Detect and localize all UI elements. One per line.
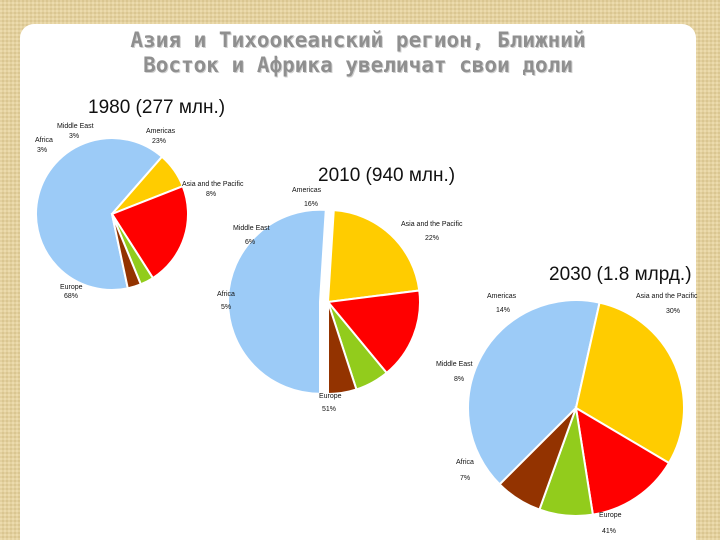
pie-2-value-africa: 5% [221, 304, 231, 311]
pie-2-label-europe: Europe [319, 393, 342, 400]
pie-2-slice-europe [227, 208, 327, 395]
pie-1-value-africa: 3% [37, 147, 47, 154]
pie-2-slice-americas [326, 289, 421, 375]
pie-1-value-middle-east: 3% [69, 133, 79, 140]
pie-3-label-africa: Africa [456, 459, 474, 466]
slide-title-line-2: Восток и Африка увеличат свои доли [143, 53, 573, 77]
pie-3-value-americas: 14% [496, 307, 510, 314]
pie-3-slice-africa [498, 407, 577, 511]
pie-3-slice-europe [466, 299, 601, 486]
pie-3-label-asia-and-the-pacific: Asia and the Pacific [636, 293, 698, 300]
pie-chart-2-title: 2010 (940 млн.) [318, 165, 455, 186]
pie-2-slice-asia-and-the-pacific [326, 209, 421, 304]
pie-2-label-middle-east: Middle East [233, 225, 270, 232]
pie-chart-2: 2010 (940 млн.) Europe 51% Asia and the Pac… [217, 165, 463, 413]
pie-3-label-americas: Americas [487, 293, 517, 300]
slide-title-line-1: Азия и Тихоокеанский регион, Ближний [130, 28, 586, 52]
pie-3-value-middle-east: 8% [454, 376, 464, 383]
pie-3-value-asia-and-the-pacific: 30% [666, 308, 680, 315]
pie-1-slice-africa [111, 213, 143, 290]
pie-1-label-europe: Europe [60, 284, 83, 291]
pie-1-slice-americas [110, 184, 190, 280]
pie-3-slice-americas [574, 406, 671, 516]
pie-2-value-europe: 51% [322, 406, 336, 413]
pie-3-label-europe: Europe [599, 512, 622, 519]
pie-2-label-americas: Americas [292, 187, 322, 194]
pie-3-value-europe: 41% [602, 528, 616, 535]
slide-title: Азия и Тихоокеанский регион, Ближний Вос… [20, 28, 696, 78]
pie-1-label-africa: Africa [35, 137, 53, 144]
pie-chart-1: 1980 (277 млн.) Europe 68% Asia and the Pac… [35, 97, 244, 300]
pie-1-slice-europe [35, 137, 164, 291]
pie-2-value-middle-east: 6% [245, 239, 255, 246]
pie-3-label-middle-east: Middle East [436, 361, 473, 368]
pie-1-value-asia-and-the-pacific: 8% [206, 191, 216, 198]
pie-1-label-middle-east: Middle East [57, 123, 94, 130]
pie-1-label-americas: Americas [146, 128, 176, 135]
pie-2-slice-africa [327, 301, 358, 396]
pie-1-label-asia-and-the-pacific: Asia and the Pacific [182, 181, 244, 188]
pie-2-value-americas: 16% [304, 201, 318, 208]
pie-chart-3: 2030 (1.8 млрд.) Europe 41% Asia and the Pa… [436, 264, 698, 535]
pie-1-value-europe: 68% [64, 293, 78, 300]
pie-3-value-africa: 7% [460, 475, 470, 482]
pie-chart-3-title: 2030 (1.8 млрд.) [549, 264, 692, 285]
pie-2-value-asia-and-the-pacific: 22% [425, 235, 439, 242]
pie-2-label-africa: Africa [217, 291, 235, 298]
pie-2-label-asia-and-the-pacific: Asia and the Pacific [401, 221, 463, 228]
pie-chart-1-title: 1980 (277 млн.) [88, 97, 225, 118]
pie-1-value-americas: 23% [152, 138, 166, 145]
